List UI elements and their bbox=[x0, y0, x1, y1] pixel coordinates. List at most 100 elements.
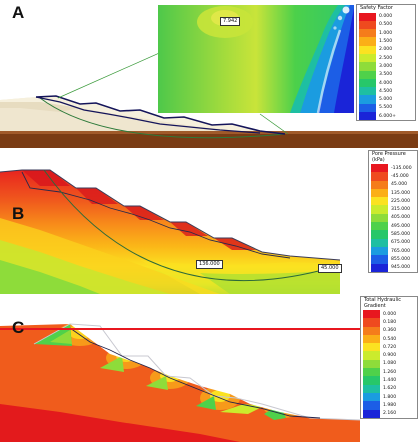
legend-row: 2.160 bbox=[361, 409, 417, 418]
pore-pressure-field bbox=[0, 170, 340, 294]
legend-value: 1.800 bbox=[383, 394, 397, 400]
panel-c: C Total Hydraulic Gradient 0.000 0.180 0.3… bbox=[0, 294, 418, 442]
legend-value: 0.000 bbox=[379, 14, 393, 20]
legend-swatch bbox=[371, 164, 388, 173]
legend-swatch bbox=[359, 87, 376, 96]
legend-swatch bbox=[363, 392, 380, 402]
legend-value: 0.720 bbox=[383, 344, 397, 350]
legend-value: 0.000 bbox=[383, 311, 397, 317]
legend-value: 1.440 bbox=[383, 378, 397, 384]
legend-row: 6.000+ bbox=[357, 112, 415, 121]
legend-swatch bbox=[363, 384, 380, 393]
legend-value: 225.000 bbox=[391, 198, 410, 204]
legend-value: 945.000 bbox=[391, 265, 410, 271]
legend-swatch bbox=[371, 238, 388, 247]
legend-swatch bbox=[363, 351, 380, 360]
legend-swatch bbox=[363, 310, 380, 319]
legend-swatch bbox=[371, 255, 388, 264]
slope-surface-c bbox=[33, 323, 361, 421]
legend-row: 945.000 bbox=[369, 263, 417, 272]
legend-row: 3.500 bbox=[357, 70, 415, 79]
legend-swatch bbox=[363, 326, 380, 335]
legend-value: 1.980 bbox=[383, 402, 397, 408]
legend-row: 495.000 bbox=[369, 222, 417, 231]
ground-layer-a bbox=[0, 133, 418, 148]
pore-pressure-legend: Pore Pressure (kPa) -135.000 -45.000 45.00… bbox=[368, 150, 418, 273]
legend-value: 0.540 bbox=[383, 336, 397, 342]
legend-row: 4.500 bbox=[357, 87, 415, 96]
legend-swatch bbox=[371, 246, 388, 256]
legend-value: 765.000 bbox=[391, 248, 410, 254]
legend-value: 0.180 bbox=[383, 319, 397, 325]
panel-a: A 7.942 Safety Factor 0.000 0.500 1.000 1.5… bbox=[0, 0, 418, 148]
panel-c-graphic bbox=[0, 294, 418, 442]
safety-factor-legend: Safety Factor 0.000 0.500 1.000 1.500 2.000 2… bbox=[356, 4, 416, 122]
legend-value: 1.260 bbox=[383, 369, 397, 375]
safety-factor-callout: 7.942 bbox=[220, 17, 241, 26]
legend-row: 0.360 bbox=[361, 326, 417, 335]
legend-swatch bbox=[359, 45, 376, 54]
legend-value: 0.900 bbox=[383, 353, 397, 359]
legend-swatch bbox=[371, 172, 388, 181]
legend-row: 1.500 bbox=[357, 37, 415, 46]
legend-row: 1.800 bbox=[361, 392, 417, 402]
legend-swatch bbox=[363, 368, 380, 377]
legend-value: 495.000 bbox=[391, 223, 410, 229]
legend-swatch bbox=[359, 20, 376, 30]
pore-pressure-callout-right: 45.000 bbox=[318, 264, 342, 273]
legend-value: 405.000 bbox=[391, 215, 410, 221]
panel-b-letter: B bbox=[12, 204, 25, 223]
legend-swatch bbox=[371, 180, 388, 189]
legend-row: 0.180 bbox=[361, 318, 417, 327]
legend-swatch bbox=[359, 29, 376, 38]
legend-row: 675.000 bbox=[369, 238, 417, 247]
legend-row: 765.000 bbox=[369, 246, 417, 256]
legend-swatch bbox=[371, 188, 388, 198]
legend-value: -45.000 bbox=[391, 173, 409, 179]
legend-swatch bbox=[359, 37, 376, 46]
safety-factor-inset bbox=[158, 5, 354, 114]
legend-swatch bbox=[359, 12, 376, 21]
legend-row: 0.000 bbox=[361, 310, 417, 319]
legend-row: 225.000 bbox=[369, 197, 417, 206]
legend-value: 0.500 bbox=[379, 22, 393, 28]
legend-swatch bbox=[359, 62, 376, 71]
legend-row: 1.620 bbox=[361, 384, 417, 393]
legend-value: 5.500 bbox=[379, 105, 393, 111]
legend-row: 855.000 bbox=[369, 255, 417, 264]
legend-swatch bbox=[359, 78, 376, 88]
legend-swatch bbox=[371, 197, 388, 206]
legend-row: 135.000 bbox=[369, 188, 417, 198]
legend-row: 315.000 bbox=[369, 205, 417, 214]
legend-value: 3.000 bbox=[379, 63, 393, 69]
legend-value: 1.080 bbox=[383, 361, 397, 367]
legend-row: 1.000 bbox=[357, 29, 415, 38]
legend-value: 4.500 bbox=[379, 88, 393, 94]
legend-value: 1.500 bbox=[379, 39, 393, 45]
legend-row: 0.720 bbox=[361, 343, 417, 352]
legend-swatch bbox=[363, 334, 380, 344]
legend-row: 4.000 bbox=[357, 78, 415, 88]
legend-row: 0.000 bbox=[357, 12, 415, 21]
legend-value: 45.000 bbox=[391, 182, 408, 188]
legend-row: 2.000 bbox=[357, 45, 415, 54]
legend-swatch bbox=[359, 112, 376, 121]
legend-row: 2.500 bbox=[357, 53, 415, 63]
legend-swatch bbox=[371, 263, 388, 272]
legend-swatch bbox=[363, 401, 380, 410]
pore-pressure-callout-left: 136.000 bbox=[196, 260, 223, 269]
legend-value: 2.160 bbox=[383, 411, 397, 417]
legend-swatch bbox=[363, 343, 380, 352]
legend-value: 0.360 bbox=[383, 328, 397, 334]
legend-value: 1.620 bbox=[383, 386, 397, 392]
legend-swatch bbox=[363, 376, 380, 385]
legend-value: 855.000 bbox=[391, 256, 410, 262]
legend-row: 1.080 bbox=[361, 359, 417, 369]
legend-row: 0.900 bbox=[361, 351, 417, 360]
legend-value: 585.000 bbox=[391, 232, 410, 238]
hydraulic-gradient-legend: Total Hydraulic Gradient 0.000 0.180 0.360… bbox=[360, 296, 418, 419]
legend-row: 1.440 bbox=[361, 376, 417, 385]
legend-row: 5.000 bbox=[357, 95, 415, 104]
slope-surface-b bbox=[0, 169, 341, 261]
legend-value: -135.000 bbox=[391, 165, 412, 171]
